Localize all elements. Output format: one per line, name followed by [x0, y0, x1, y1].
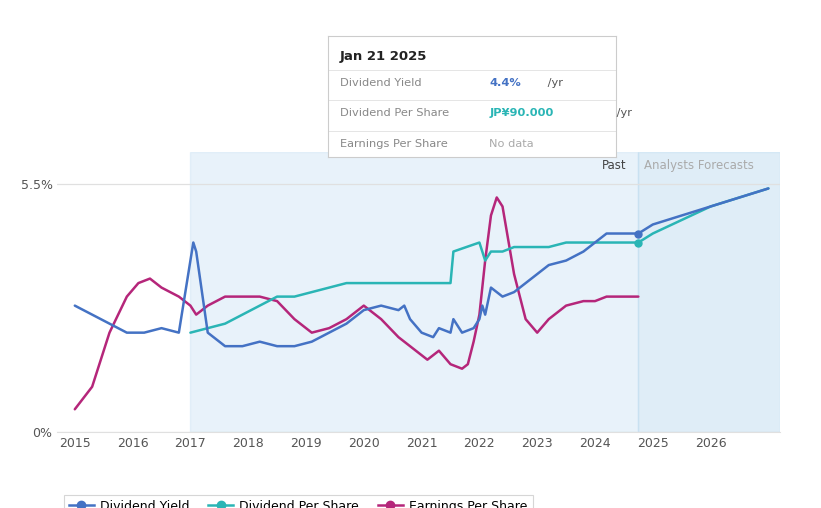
- Text: Jan 21 2025: Jan 21 2025: [340, 50, 427, 63]
- Text: Past: Past: [602, 160, 626, 172]
- Legend: Dividend Yield, Dividend Per Share, Earnings Per Share: Dividend Yield, Dividend Per Share, Earn…: [64, 495, 533, 508]
- Text: Analysts Forecasts: Analysts Forecasts: [644, 160, 754, 172]
- Bar: [639, 152, 780, 432]
- Text: JP¥90.000: JP¥90.000: [489, 109, 553, 118]
- Text: Earnings Per Share: Earnings Per Share: [340, 139, 447, 149]
- Text: /yr: /yr: [544, 78, 563, 88]
- Text: Dividend Yield: Dividend Yield: [340, 78, 421, 88]
- Text: /yr: /yr: [613, 109, 632, 118]
- Text: 4.4%: 4.4%: [489, 78, 521, 88]
- Text: No data: No data: [489, 139, 534, 149]
- Bar: [190, 152, 639, 432]
- Text: Dividend Per Share: Dividend Per Share: [340, 109, 449, 118]
